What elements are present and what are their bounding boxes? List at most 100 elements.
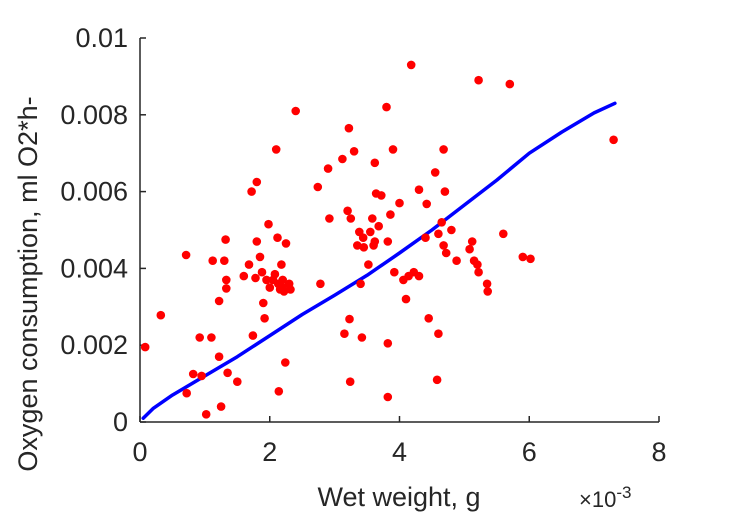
data-point (390, 267, 399, 277)
data-point (274, 387, 284, 396)
data-point (422, 199, 432, 209)
data-point (220, 256, 229, 266)
data-point (356, 279, 365, 289)
x-axis-label: Wet weight, g (317, 482, 480, 512)
x-tick-label: 8 (651, 437, 666, 467)
data-point (181, 250, 191, 260)
data-point (156, 310, 166, 320)
data-point (465, 244, 474, 254)
data-point (386, 210, 395, 219)
data-point (366, 227, 375, 237)
data-point (223, 368, 232, 378)
data-point (244, 260, 254, 269)
data-point (467, 237, 477, 246)
data-point (201, 410, 211, 419)
data-point (434, 229, 443, 239)
data-point (439, 145, 448, 154)
data-point (340, 329, 349, 339)
data-point (252, 177, 262, 187)
data-point (239, 271, 249, 281)
data-point (432, 375, 442, 385)
data-point (368, 214, 377, 223)
x-tick-label: 2 (262, 437, 277, 467)
data-point (323, 164, 333, 173)
data-point (273, 233, 282, 242)
data-point (291, 106, 301, 116)
data-point (383, 339, 393, 348)
data-point (441, 248, 451, 258)
y-tick-label: 0.004 (60, 253, 128, 283)
data-point (344, 123, 354, 133)
data-point (265, 283, 275, 292)
data-point (248, 331, 258, 340)
data-point (208, 256, 217, 266)
data-point (197, 371, 206, 381)
data-point (609, 135, 618, 145)
x-tick-label: 6 (522, 437, 537, 467)
data-point (255, 252, 265, 262)
y-tick-label: 0 (113, 407, 128, 437)
data-point (260, 314, 269, 323)
y-tick-label: 0.006 (60, 177, 128, 207)
data-point (388, 145, 398, 154)
data-point (421, 233, 430, 242)
data-point (383, 392, 393, 402)
data-point (349, 147, 359, 156)
data-point (313, 182, 323, 192)
data-point (359, 243, 369, 252)
data-point (526, 254, 535, 264)
data-point (221, 235, 230, 244)
x-exponent-power: -3 (616, 483, 631, 502)
data-point (325, 214, 334, 223)
data-point (264, 219, 273, 229)
data-point (277, 260, 286, 269)
data-point (499, 229, 508, 239)
data-point (345, 377, 355, 387)
data-point (395, 198, 404, 208)
data-point (247, 187, 256, 196)
data-point (251, 273, 260, 283)
data-point (406, 60, 416, 70)
data-point (374, 221, 384, 231)
y-tick-label: 0.002 (60, 330, 128, 360)
data-point (286, 285, 295, 294)
data-point (222, 275, 231, 285)
data-point (316, 279, 325, 289)
x-exponent-base: ×10 (579, 487, 616, 512)
data-point (424, 314, 434, 323)
data-point (188, 369, 198, 379)
fit-line-layer (141, 101, 617, 420)
data-point (518, 252, 528, 262)
svg-text:×10-3: ×10-3 (579, 483, 631, 512)
data-point (414, 271, 424, 281)
data-point (207, 333, 216, 342)
points-layer (140, 60, 618, 419)
data-point (439, 241, 448, 250)
data-point (214, 296, 224, 306)
data-point (353, 241, 362, 250)
data-point (505, 79, 515, 89)
data-point (271, 145, 281, 154)
x-tick-label: 0 (132, 437, 147, 467)
y-tick-label: 0.01 (75, 23, 128, 53)
data-point (382, 102, 391, 112)
data-point (357, 333, 367, 342)
data-point (233, 377, 242, 387)
data-point (473, 260, 482, 269)
data-point (370, 158, 380, 168)
data-point (345, 314, 354, 324)
data-point (338, 154, 347, 164)
y-tick-label: 0.008 (60, 100, 128, 130)
fit-line (141, 101, 617, 420)
data-point (430, 168, 440, 177)
x-exponent-label: ×10-3 (579, 483, 631, 512)
data-point (482, 279, 492, 289)
data-point (434, 329, 443, 339)
data-point (474, 75, 483, 85)
data-point (214, 352, 224, 362)
data-point (140, 342, 150, 352)
data-point (364, 260, 373, 269)
data-point (401, 294, 411, 304)
data-point (370, 237, 380, 246)
